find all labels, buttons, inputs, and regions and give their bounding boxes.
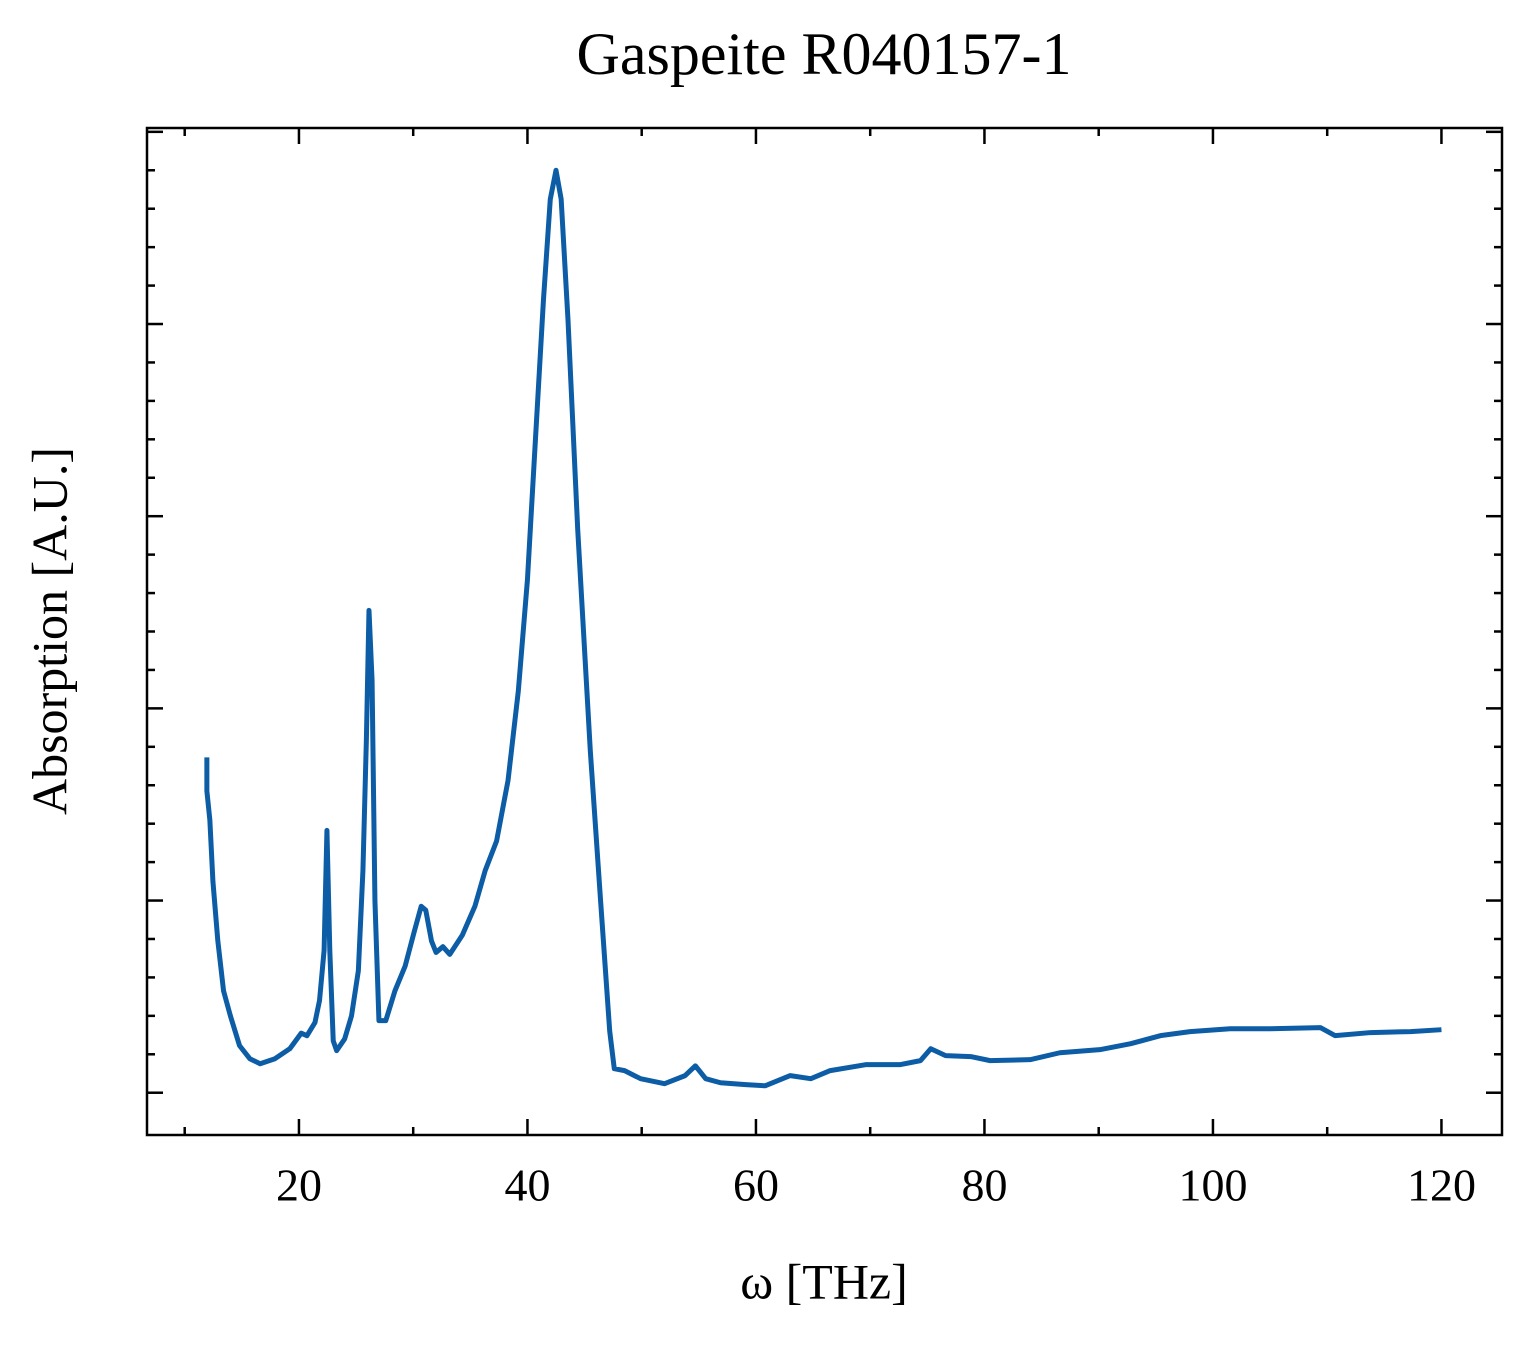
- data-line: [204, 167, 1442, 1089]
- y-axis-label: Absorption [A.U.]: [21, 447, 77, 815]
- x-tick-label: 20: [276, 1160, 322, 1211]
- x-axis-label: ω [THz]: [740, 1253, 908, 1309]
- x-tick-label: 40: [504, 1160, 550, 1211]
- plot-frame: [145, 126, 1504, 1137]
- chart-title: Gaspeite R040157-1: [577, 21, 1072, 87]
- x-tick-label: 60: [733, 1160, 779, 1211]
- x-tick-label: 80: [961, 1160, 1007, 1211]
- x-tick-label: 120: [1407, 1160, 1476, 1211]
- x-tick-label: 100: [1178, 1160, 1247, 1211]
